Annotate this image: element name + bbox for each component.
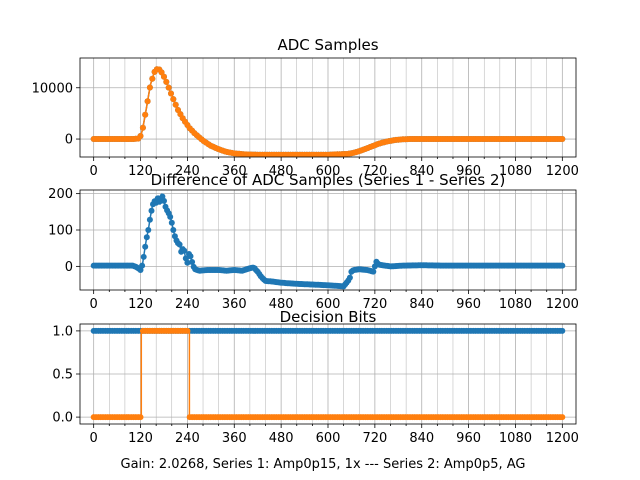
difference-panel: 0 120 240 360 480 600 720 840 960 1080 1200 0 100 200…	[48, 171, 579, 312]
series-2-point	[142, 111, 149, 118]
series-1-point	[181, 247, 188, 254]
x-tick-label: 240	[175, 164, 200, 179]
series-2-point	[144, 98, 151, 105]
x-tick-label: 840	[409, 297, 434, 312]
series-2-point	[163, 78, 170, 85]
series-1-point	[167, 213, 174, 220]
x-tick-label: 600	[316, 297, 341, 312]
x-tick-label: 360	[222, 297, 247, 312]
series-2-point	[161, 73, 167, 80]
series-1-point	[168, 219, 175, 226]
series-1-point	[559, 327, 566, 334]
adc-samples-panel: 0 120 240 360 480 600 720 840 960 1080 1200 0 10000 A…	[32, 36, 579, 179]
y-tick-label: 1.0	[52, 324, 73, 339]
y-tick-label: 0	[65, 260, 73, 275]
series-2-point	[184, 327, 191, 334]
y-tick-label: 0.0	[52, 411, 73, 426]
x-tick-label: 480	[269, 431, 294, 446]
series-1-point	[184, 259, 191, 266]
series-2-point	[559, 414, 566, 421]
series-2-point	[146, 84, 153, 91]
series-2-point	[139, 124, 146, 131]
series-1-point	[146, 216, 153, 223]
x-tick-label: 240	[175, 297, 200, 312]
series-1	[90, 192, 566, 290]
series-2-point	[172, 101, 179, 108]
x-tick-label: 600	[316, 164, 341, 179]
series-2-point	[137, 133, 144, 139]
series-2-point	[165, 84, 172, 91]
x-tick-label: 1200	[546, 297, 579, 312]
x-tick-label: 1080	[499, 297, 532, 312]
series-1-point	[145, 227, 152, 233]
series-2-point	[137, 414, 144, 421]
series-1-point	[346, 274, 353, 281]
panel-title: Decision Bits	[280, 308, 377, 326]
series-1-point	[170, 227, 177, 233]
x-tick-label: 480	[269, 164, 294, 179]
x-tick-label: 120	[128, 297, 153, 312]
series-2	[90, 327, 566, 421]
x-tick-label: 840	[409, 164, 434, 179]
series-1-point	[148, 207, 155, 214]
x-tick-label: 1080	[499, 431, 532, 446]
x-tick-label: 120	[128, 431, 153, 446]
series-2-point	[149, 75, 156, 82]
x-tick-label: 1200	[546, 431, 579, 446]
x-tick-label: 120	[128, 164, 153, 179]
y-tick-label: 0	[65, 133, 73, 148]
series-1-point	[140, 253, 147, 260]
series-2-point	[170, 96, 177, 103]
y-tick-label: 10000	[32, 81, 73, 96]
x-tick-label: 720	[362, 431, 387, 446]
x-tick-label: 960	[456, 431, 481, 446]
series-2-point	[168, 90, 174, 97]
series-2	[90, 66, 566, 157]
x-tick-label: 600	[316, 431, 341, 446]
y-tick-label: 0.5	[52, 368, 73, 383]
x-tick-label: 480	[269, 297, 294, 312]
series-1-point	[187, 253, 194, 260]
series-1-point	[559, 262, 566, 269]
x-tick-label: 0	[90, 431, 98, 446]
x-tick-label: 360	[222, 164, 247, 179]
y-tick-label: 100	[48, 224, 73, 239]
series-1-point	[189, 259, 196, 265]
decision-bits-panel: 0 120 240 360 480 600 720 840 960 1080 1200 0.0 0.5 1…	[52, 308, 579, 446]
x-tick-label: 1200	[546, 164, 579, 179]
x-tick-label: 720	[362, 297, 387, 312]
x-tick-label: 0	[90, 164, 98, 179]
series-1-point	[161, 197, 167, 204]
panel-title: Difference of ADC Samples (Series 1 - Se…	[151, 171, 506, 189]
x-tick-label: 360	[222, 431, 247, 446]
series-1-point	[139, 262, 146, 269]
x-tick-label: 960	[456, 164, 481, 179]
series-1-point	[176, 241, 183, 248]
x-tick-label: 240	[175, 431, 200, 446]
series-1-point	[143, 234, 150, 241]
x-tick-label: 720	[362, 164, 387, 179]
series-1-point	[370, 268, 377, 275]
series-1-point	[142, 243, 149, 250]
figure-x-label: Gain: 2.0268, Series 1: Amp0p15, 1x --- …	[121, 457, 526, 472]
x-tick-label: 960	[456, 297, 481, 312]
x-tick-label: 1080	[499, 164, 532, 179]
x-tick-label: 0	[90, 297, 98, 312]
y-tick-label: 200	[48, 187, 73, 202]
x-tick-label: 840	[409, 431, 434, 446]
series-2-point	[559, 136, 566, 142]
panel-title: ADC Samples	[277, 36, 378, 54]
